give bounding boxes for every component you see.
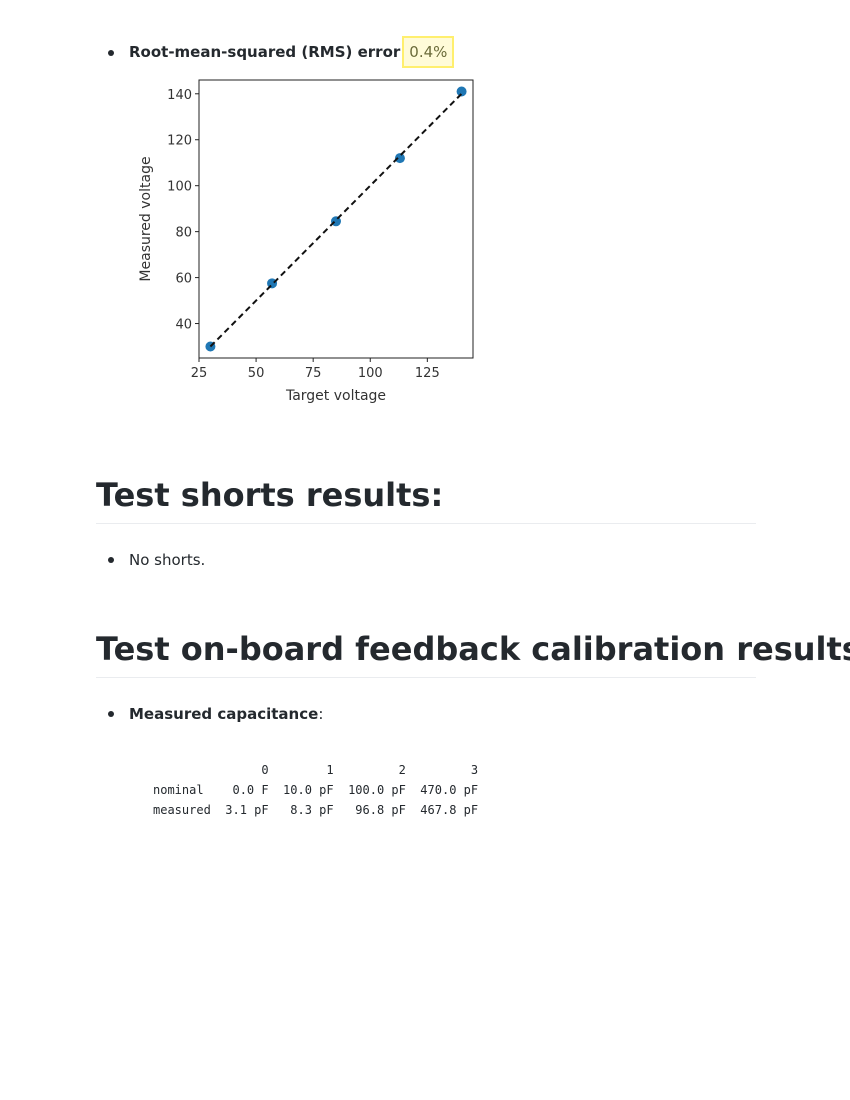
capacitance-colon: : xyxy=(318,705,324,723)
capacitance-table: 0 1 2 3 nominal 0.0 F 10.0 pF 100.0 pF 4… xyxy=(153,763,479,817)
rms-value-highlight: 0.4% xyxy=(402,36,455,68)
y-axis-label: Measured voltage xyxy=(138,156,154,281)
list-bullet xyxy=(108,557,114,563)
rms-item: Root-mean-squared (RMS) error 0.4% xyxy=(129,36,455,68)
y-tick-label: 120 xyxy=(167,134,192,149)
data-point xyxy=(456,86,467,97)
x-tick-label: 50 xyxy=(248,366,265,381)
x-axis-label: Target voltage xyxy=(285,388,386,404)
shorts-heading: Test shorts results: xyxy=(96,475,756,524)
rms-label: Root-mean-squared (RMS) error xyxy=(129,43,401,61)
x-tick-label: 125 xyxy=(415,366,440,381)
y-tick-label: 100 xyxy=(167,180,192,195)
capacitance-label: Measured capacitance xyxy=(129,705,319,723)
feedback-heading: Test on-board feedback calibration resul… xyxy=(96,629,850,678)
shorts-item: No shorts. xyxy=(129,551,206,569)
x-tick-label: 75 xyxy=(305,366,322,381)
x-tick-label: 25 xyxy=(191,366,208,381)
y-tick-label: 80 xyxy=(175,226,192,241)
list-bullet xyxy=(108,50,114,56)
capacitance-item: Measured capacitance: xyxy=(129,704,323,724)
y-tick-label: 60 xyxy=(175,272,192,287)
y-tick-label: 140 xyxy=(167,88,192,103)
list-bullet xyxy=(108,711,114,717)
data-point xyxy=(394,153,405,164)
y-tick-label: 40 xyxy=(175,318,192,333)
x-tick-label: 100 xyxy=(358,366,383,381)
calibration-chart: 25 50 75 100 125 40 60 80 100 120 140 Target voltag… xyxy=(138,79,474,404)
